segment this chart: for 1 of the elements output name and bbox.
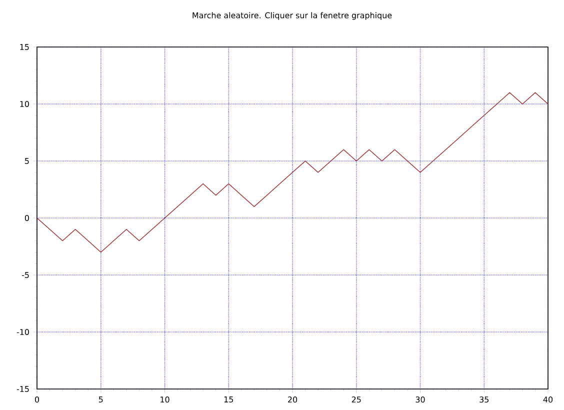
line-series bbox=[37, 92, 548, 253]
